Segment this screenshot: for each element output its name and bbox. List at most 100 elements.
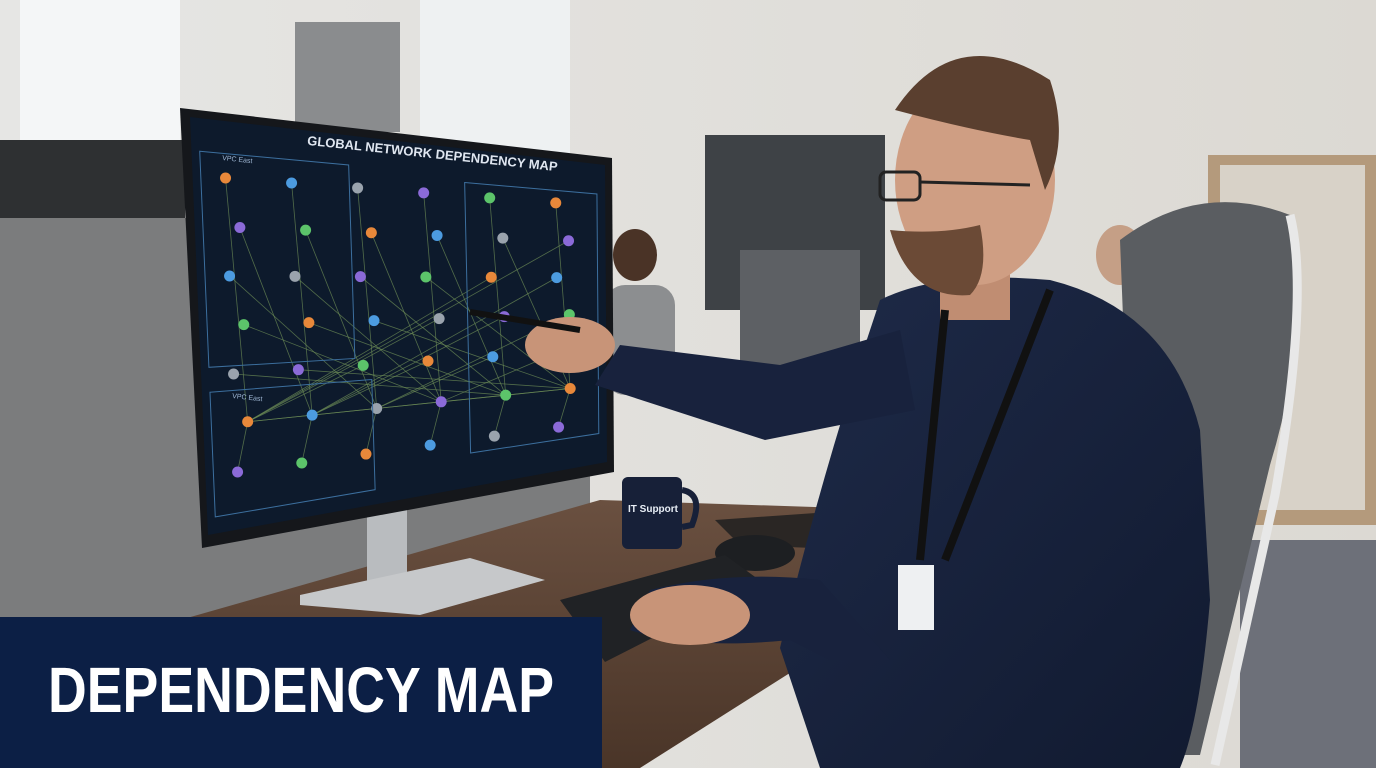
- diagram-node: [352, 182, 364, 194]
- diagram-node: [564, 383, 576, 395]
- diagram-link: [505, 388, 571, 396]
- diagram-node: [238, 319, 250, 331]
- glasses-arm: [919, 180, 1031, 187]
- diagram-node: [354, 271, 366, 283]
- diagram-link: [489, 197, 507, 396]
- diagram-link: [229, 275, 377, 409]
- mouse: [715, 535, 795, 571]
- diagram-link: [425, 276, 571, 389]
- diagram-link: [376, 401, 442, 409]
- diagram-link: [312, 360, 429, 416]
- diagram-node: [357, 359, 369, 371]
- diagram-link: [370, 232, 442, 402]
- diagram-node: [365, 227, 377, 239]
- diagram-link: [429, 401, 442, 446]
- diagram-node: [553, 421, 565, 433]
- diagram-link: [423, 192, 442, 402]
- diagram-link: [305, 229, 378, 409]
- diagram-link: [294, 276, 442, 403]
- diagram-node: [500, 389, 512, 401]
- diagram-node: [224, 270, 236, 282]
- diagram-link: [436, 235, 507, 396]
- diagram-node: [296, 457, 308, 469]
- diagram-link: [291, 182, 313, 416]
- chair-frame: [1210, 213, 1302, 766]
- diagram-panel: [209, 378, 376, 518]
- diagram-node: [431, 229, 443, 241]
- arm: [595, 330, 915, 440]
- diagram-node: [563, 235, 575, 247]
- diagram-link: [357, 187, 378, 409]
- diagram-link: [558, 388, 571, 428]
- hair: [895, 55, 1059, 190]
- diagram-link: [243, 324, 442, 403]
- diagram-node: [484, 192, 496, 204]
- diagram-link: [360, 276, 506, 396]
- network-diagram: [199, 150, 600, 518]
- diagram-node: [292, 364, 304, 376]
- diagram-link: [308, 322, 506, 396]
- carpet: [1240, 540, 1376, 768]
- diagram-node: [368, 315, 380, 327]
- diagram-node: [360, 448, 372, 460]
- diagram-link: [365, 408, 378, 455]
- hand: [630, 585, 750, 645]
- diagram-node: [420, 271, 432, 283]
- diagram-panel: [464, 181, 600, 454]
- diagram-node: [497, 232, 509, 244]
- diagram-node: [242, 416, 254, 428]
- diagram-node: [550, 197, 562, 209]
- diagram-node: [300, 224, 312, 236]
- diagram-node: [306, 409, 318, 421]
- diagram-node: [488, 430, 500, 442]
- diagram-node: [435, 396, 447, 408]
- diagram-link: [225, 177, 249, 422]
- diagram-link: [312, 408, 377, 416]
- stylus: [469, 309, 581, 333]
- diagram-node: [234, 221, 246, 233]
- diagram-node: [286, 177, 298, 189]
- panel-label: VPC East: [232, 393, 263, 403]
- diagram-node: [303, 317, 315, 329]
- diagram-link: [298, 369, 571, 389]
- diagram-node: [422, 355, 434, 367]
- banner-title: DEPENDENCY MAP: [48, 654, 554, 726]
- mug: [622, 477, 682, 549]
- diagram-node: [418, 187, 430, 199]
- diagram-link: [247, 414, 313, 423]
- diagram-link: [311, 316, 505, 416]
- id-badge: [898, 565, 934, 630]
- window: [20, 0, 180, 150]
- diagram-node: [232, 466, 244, 478]
- monitor-screen: [190, 117, 607, 535]
- mug-label: IT Support: [628, 504, 679, 515]
- diagram-link: [247, 364, 364, 423]
- diagram-node: [551, 272, 563, 284]
- panel-label: VPC East: [222, 155, 253, 165]
- diagram-node: [433, 313, 445, 325]
- beard: [890, 225, 984, 296]
- lanyard: [916, 288, 1054, 562]
- coworker-head: [613, 229, 657, 281]
- wall-panel: [295, 22, 400, 132]
- hand: [525, 317, 615, 373]
- diagram-link: [247, 240, 569, 423]
- mug-handle: [681, 487, 700, 530]
- diagram-link: [237, 421, 249, 473]
- monitor-base: [300, 558, 545, 615]
- diagram-link: [441, 394, 506, 403]
- glasses: [878, 170, 922, 202]
- title-banner: [0, 617, 602, 768]
- diagram-link: [493, 395, 507, 437]
- diagram-link: [301, 415, 313, 464]
- diagram-link: [247, 318, 440, 423]
- diagram-node: [487, 351, 499, 363]
- diagram-node: [289, 270, 301, 282]
- diagram-link: [376, 356, 493, 409]
- diagram-node: [228, 368, 240, 380]
- diagram-link: [247, 276, 492, 423]
- diagram-link: [233, 373, 506, 396]
